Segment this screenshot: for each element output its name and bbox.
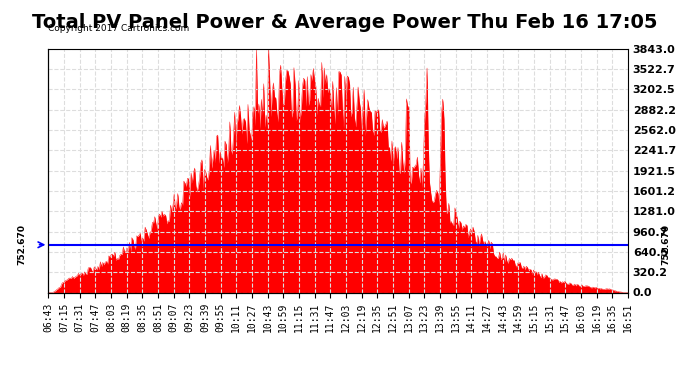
Text: Copyright 2017 Cartronics.com: Copyright 2017 Cartronics.com: [48, 24, 190, 33]
Text: 752.670: 752.670: [661, 224, 670, 265]
Text: 752.670: 752.670: [18, 224, 27, 265]
Text: Total PV Panel Power & Average Power Thu Feb 16 17:05: Total PV Panel Power & Average Power Thu…: [32, 13, 658, 32]
